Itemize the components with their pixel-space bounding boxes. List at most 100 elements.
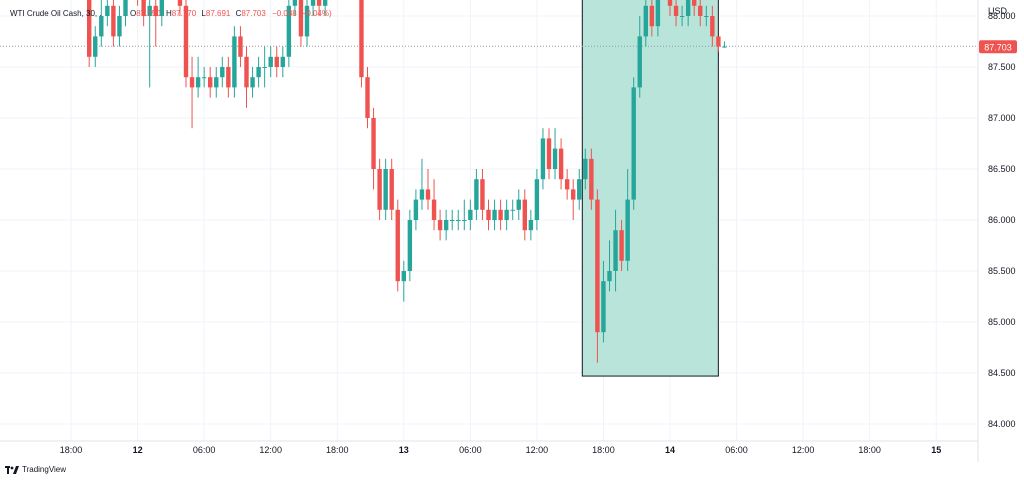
candle-body — [117, 16, 122, 37]
candle — [431, 179, 437, 231]
candle — [437, 209, 443, 241]
candle — [534, 169, 540, 231]
candle-body — [244, 56, 249, 88]
x-tick-label: 12 — [133, 445, 143, 455]
candle — [607, 240, 612, 292]
candle-body — [123, 0, 128, 16]
x-tick-label: 15 — [931, 445, 941, 455]
candle — [111, 0, 116, 47]
candle — [389, 158, 394, 220]
candle-body — [522, 199, 527, 231]
candle-body — [232, 36, 237, 88]
candle — [564, 169, 570, 200]
candle-body — [286, 5, 292, 57]
y-tick-label: 84.000 — [988, 419, 1016, 429]
candle — [214, 67, 219, 98]
candle — [244, 46, 249, 108]
candle — [516, 189, 521, 220]
candle-body — [226, 67, 231, 88]
candle — [292, 0, 298, 16]
candle — [268, 46, 273, 78]
candle-body — [492, 209, 497, 220]
x-tick-label: 12:00 — [259, 445, 282, 455]
candle — [679, 5, 685, 27]
x-tick-label: 18:00 — [858, 445, 881, 455]
candle-body — [431, 199, 437, 220]
candle — [383, 158, 388, 220]
candle — [528, 209, 534, 241]
y-tick-label: 88.000 — [988, 11, 1016, 21]
candle — [443, 209, 449, 241]
y-tick-label: 84.500 — [988, 368, 1016, 378]
candle-body — [395, 209, 400, 282]
candle-body — [685, 0, 691, 16]
candle-body — [607, 271, 612, 282]
candle-body — [655, 0, 661, 27]
candle-body — [93, 36, 98, 57]
candle-body — [443, 220, 449, 231]
candle-body — [105, 5, 110, 16]
candle-body — [437, 220, 443, 231]
candle-body — [510, 209, 515, 211]
candle — [613, 209, 618, 292]
x-tick-label: 14 — [665, 445, 675, 455]
candle — [492, 199, 497, 231]
candle — [504, 199, 509, 231]
candle — [486, 199, 491, 231]
candle-body — [613, 230, 618, 271]
candle-body — [208, 77, 213, 88]
last-price-value: 87.703 — [984, 42, 1012, 52]
candle-body — [322, 0, 328, 6]
candle-body — [704, 16, 709, 17]
candle — [710, 5, 715, 47]
candle — [298, 0, 304, 47]
candle-body — [280, 56, 285, 67]
candle-body — [147, 5, 152, 16]
candle-body — [558, 148, 564, 180]
candle — [498, 199, 503, 231]
y-tick-label: 87.500 — [988, 62, 1016, 72]
candle — [371, 107, 376, 190]
candle — [546, 128, 552, 180]
y-axis: 84.000 84.500 85.000 85.500 86.000 86.500 87.0… — [988, 11, 1016, 429]
candle-body — [177, 0, 183, 6]
candle — [704, 5, 709, 27]
candle-body — [310, 0, 316, 6]
candle-body — [99, 16, 104, 37]
candle-body — [111, 5, 116, 37]
candle — [256, 56, 261, 88]
candle-body — [250, 77, 255, 88]
tradingview-branding[interactable]: TradingView — [5, 465, 66, 474]
candle — [141, 0, 146, 27]
candle — [87, 0, 92, 67]
candle — [425, 169, 431, 210]
candle — [577, 169, 582, 210]
candle-body — [679, 16, 685, 17]
candle — [220, 56, 225, 88]
candle — [280, 46, 285, 78]
candle-body — [419, 189, 425, 200]
candle — [462, 199, 467, 231]
candle-body — [304, 5, 310, 37]
candle — [456, 209, 461, 231]
candle-body — [571, 189, 576, 200]
candle — [589, 148, 594, 210]
candle — [159, 0, 164, 27]
candle-body — [377, 169, 382, 210]
tradingview-label: TradingView — [22, 465, 67, 474]
candle-body — [407, 220, 413, 271]
candle-body — [262, 67, 267, 68]
candle — [619, 220, 624, 271]
candle — [377, 158, 382, 220]
candle-body — [401, 271, 406, 282]
candle — [226, 56, 231, 98]
candle — [558, 138, 564, 190]
candle-body — [183, 5, 189, 78]
candle-body — [564, 179, 570, 190]
candle — [685, 0, 691, 27]
candle — [93, 26, 98, 67]
last-price-tag: 87.703 — [979, 40, 1017, 54]
candle — [105, 0, 110, 27]
candle — [637, 16, 642, 98]
